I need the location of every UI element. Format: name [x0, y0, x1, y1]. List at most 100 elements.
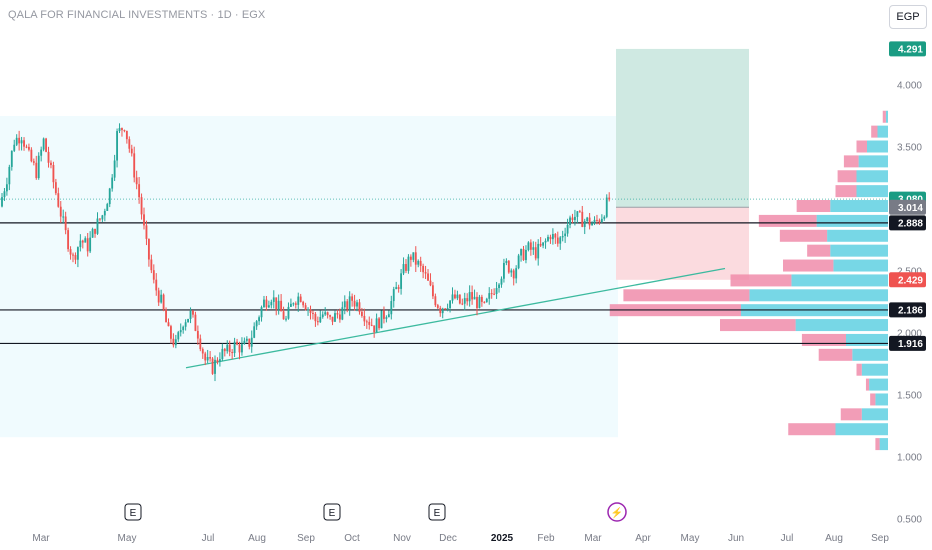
x-tick-label: Mar	[32, 533, 50, 544]
candle	[223, 347, 226, 357]
candle-body	[81, 240, 84, 243]
candle	[525, 245, 527, 264]
candle	[360, 307, 363, 318]
candle-body	[165, 309, 167, 323]
candle	[490, 289, 493, 299]
candle	[270, 299, 273, 309]
volume-bar-up	[861, 408, 888, 421]
candle-body	[231, 351, 234, 354]
candle	[419, 256, 422, 272]
candle-body	[96, 218, 99, 234]
candle-body	[243, 340, 246, 345]
candle	[409, 254, 412, 267]
candle-body	[454, 294, 456, 299]
candle-body	[221, 348, 224, 360]
earnings-box	[428, 503, 446, 521]
candle-body	[287, 306, 290, 319]
candle	[184, 319, 187, 331]
y-tick-label: 4.000	[897, 81, 922, 92]
volume-bar-down	[875, 438, 880, 451]
candle-body	[253, 326, 256, 338]
split-marker-icon[interactable]: ⚡	[607, 502, 627, 522]
price-label-text: 3.014	[898, 203, 923, 214]
volume-bar-down	[720, 319, 796, 332]
x-tick-label: Aug	[248, 533, 266, 544]
candle-body	[417, 260, 420, 265]
candle-body	[236, 341, 238, 345]
candle	[363, 308, 366, 327]
candle	[294, 301, 297, 309]
candle-body	[551, 234, 554, 240]
candle-body	[473, 296, 476, 300]
volume-bar-up	[835, 423, 888, 436]
x-tick-label: Sep	[297, 533, 315, 544]
candle	[118, 123, 121, 134]
candle	[596, 214, 598, 225]
candle-body	[564, 233, 567, 237]
candle-body	[507, 260, 510, 273]
candle	[253, 322, 256, 339]
candle-body	[365, 321, 368, 323]
candle	[59, 201, 62, 223]
candle	[111, 174, 114, 192]
levels-and-trendline	[0, 222, 888, 369]
candle	[605, 194, 608, 219]
earnings-marker[interactable]: E	[323, 503, 341, 521]
volume-bar-up	[875, 393, 888, 406]
volume-bar-down	[730, 274, 792, 287]
candle	[373, 325, 376, 338]
candle	[86, 232, 89, 257]
candle	[547, 234, 549, 243]
earnings-marker[interactable]: E	[124, 503, 142, 521]
volume-bar-up	[858, 155, 888, 168]
candle	[378, 317, 380, 331]
candle	[13, 139, 16, 153]
candle	[446, 303, 449, 312]
candle-body	[383, 310, 385, 319]
candle	[556, 231, 559, 247]
candle-body	[218, 359, 221, 362]
candle	[375, 313, 378, 333]
earnings-marker-text: E	[329, 508, 336, 519]
candle	[500, 276, 503, 288]
candle	[466, 293, 469, 306]
price-label-entry: 3.014	[889, 199, 926, 215]
candle-body	[223, 348, 226, 352]
y-tick-label: 3.500	[897, 143, 922, 154]
candle-body	[549, 236, 552, 240]
candle-body	[316, 321, 319, 323]
earnings-marker[interactable]: E	[428, 503, 446, 521]
candle-body	[184, 322, 187, 327]
candle	[302, 300, 305, 308]
candle	[128, 136, 131, 153]
price-label-text: 2.888	[898, 218, 923, 229]
candle	[395, 281, 398, 290]
price-label-bg	[889, 41, 926, 57]
candle-body	[360, 311, 363, 316]
candle	[368, 316, 371, 330]
candle	[304, 302, 307, 311]
candle-body	[3, 191, 6, 198]
candle	[121, 127, 123, 137]
volume-bar-up	[852, 348, 888, 361]
candle-body	[135, 177, 138, 185]
candle-body	[201, 349, 204, 354]
candle-body	[439, 307, 442, 314]
earnings-box	[323, 503, 341, 521]
candle-body	[424, 272, 427, 274]
candle	[174, 334, 177, 349]
candle	[84, 236, 87, 243]
candle	[155, 273, 158, 296]
candle	[520, 248, 522, 262]
candle	[454, 289, 456, 300]
candle-body	[32, 161, 35, 163]
split-marker-text: ⚡	[611, 506, 623, 519]
candle	[427, 269, 429, 281]
candle	[140, 193, 143, 220]
candle	[387, 310, 390, 318]
candle	[150, 254, 153, 274]
currency-button[interactable]: EGP	[889, 5, 927, 29]
candle	[380, 310, 383, 329]
candle	[167, 318, 170, 327]
